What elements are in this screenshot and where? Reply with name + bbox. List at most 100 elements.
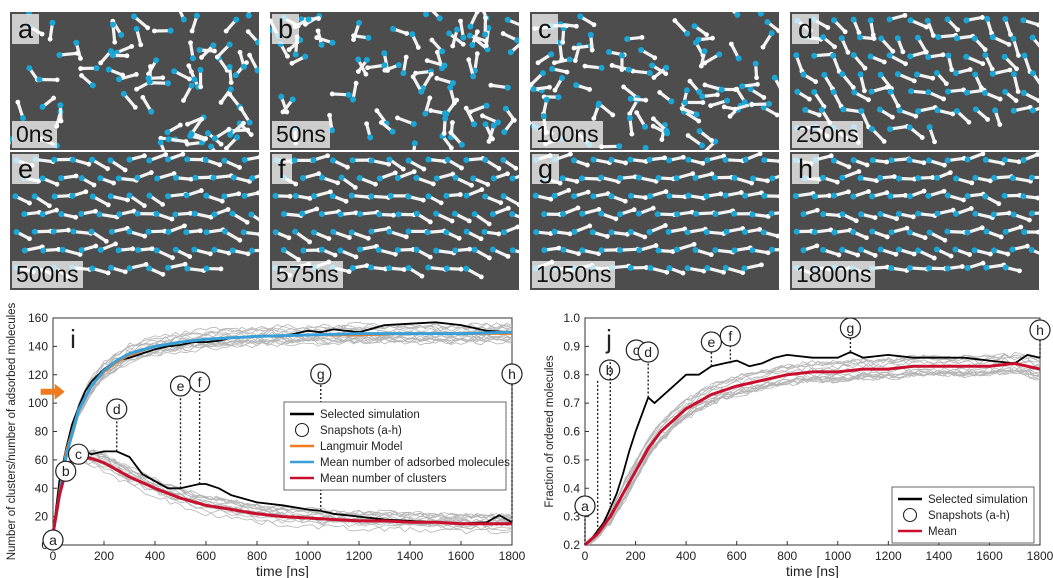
snapshot-time: 250ns <box>792 121 863 148</box>
snapshot-letter: h <box>792 154 820 184</box>
x-tick-label: 800 <box>247 549 267 563</box>
legend-entry: Mean number of adsorbed molecules <box>320 457 510 469</box>
y-tick-label: 20 <box>35 510 49 524</box>
snapshot-panel-d: d 250ns <box>790 12 1039 150</box>
snapshot-panel-b: b 50ns <box>270 12 519 150</box>
y-tick-label: 0.5 <box>563 453 580 467</box>
snapshot-time: 100ns <box>532 121 603 148</box>
y-tick-label: 0.7 <box>563 396 580 410</box>
snapshot-marker <box>67 443 90 465</box>
snapshot-letter: g <box>532 154 560 184</box>
y-tick-label: 160 <box>28 311 48 325</box>
snapshot-time: 1050ns <box>532 261 616 288</box>
snapshot-marker <box>310 363 332 385</box>
snapshot-letter: e <box>12 154 40 184</box>
snapshot-marker <box>1029 319 1051 341</box>
y-tick-label: 0.2 <box>563 538 580 552</box>
x-tick-label: 0 <box>50 549 57 563</box>
snapshot-marker-label: e <box>177 378 185 394</box>
x-tick-label: 1400 <box>397 549 424 563</box>
background-run-line <box>584 353 1041 544</box>
x-tick-label: 1600 <box>448 549 475 563</box>
snapshot-panel-h: h 1800ns <box>790 152 1039 290</box>
y-tick-label: 120 <box>28 368 48 382</box>
x-tick-label: 1200 <box>346 549 373 563</box>
snapshot-marker-label: d <box>113 401 121 417</box>
background-run-line <box>52 451 513 534</box>
snapshot-marker <box>189 371 211 393</box>
x-tick-label: 400 <box>145 549 165 563</box>
y-axis-label: Number of clusters/number of adsorbed mo… <box>6 302 18 560</box>
snapshot-marker-label: a <box>49 532 57 548</box>
snapshot-marker <box>839 317 862 339</box>
molecule-layer <box>793 12 1039 145</box>
y-tick-label: 80 <box>35 425 49 439</box>
y-tick-label: 0.3 <box>563 510 580 524</box>
snapshot-marker-label: h <box>1036 322 1044 338</box>
background-run-line <box>52 325 513 536</box>
x-tick-label: 400 <box>676 549 696 563</box>
x-tick-label: 600 <box>196 549 216 563</box>
snapshot-marker <box>719 325 741 347</box>
y-tick-label: 40 <box>35 481 49 495</box>
y-tick-label: 0.9 <box>563 339 580 353</box>
snapshot-marker-label: d <box>644 344 652 360</box>
snapshot-marker-label: g <box>847 320 855 336</box>
x-axis-label: time [ns] <box>786 563 839 578</box>
legend-entry: Snapshots (a-h) <box>320 425 402 437</box>
molecule-layer <box>10 12 259 150</box>
x-tick-label: 1000 <box>295 549 322 563</box>
snapshot-time: 0ns <box>12 121 58 148</box>
x-axis-label: time [ns] <box>256 563 309 578</box>
background-run-line <box>52 449 513 536</box>
y-tick-label: 0.4 <box>563 481 580 495</box>
series-line-selected-simulation <box>584 351 1041 546</box>
y-tick-label: 60 <box>35 453 49 467</box>
legend-entry: Mean number of clusters <box>320 473 447 485</box>
background-run-line <box>52 322 513 537</box>
background-run-line <box>52 324 513 532</box>
snapshot-marker-label: b <box>62 463 70 479</box>
legend-box <box>283 401 507 491</box>
molecule-layer <box>270 12 519 150</box>
background-run-line <box>52 458 513 536</box>
series-line-selected-simulation <box>52 321 513 534</box>
legend-entry: Langmuir Model <box>320 441 402 453</box>
legend-entry: Selected simulation <box>320 409 420 421</box>
y-tick-label: 0.8 <box>563 368 580 382</box>
y-axis-label: Fraction of ordered molecules <box>544 355 556 507</box>
y-tick-label: 100 <box>28 396 48 410</box>
snapshot-marker-label: c <box>75 446 82 462</box>
chart-i: 0200400600800100012001400160018000204060… <box>6 302 526 578</box>
snapshot-marker <box>637 341 659 363</box>
x-tick-label: 200 <box>94 549 114 563</box>
snapshot-panel-c: c 100ns <box>530 12 779 150</box>
panel-label: i <box>70 324 76 354</box>
arrow-icon <box>40 383 65 400</box>
snapshot-time: 575ns <box>272 261 343 288</box>
legend-entry: Selected simulation <box>928 494 1028 506</box>
x-tick-label: 1000 <box>824 549 851 563</box>
snapshot-marker-label: f <box>198 374 202 390</box>
molecule-layer <box>792 152 1039 278</box>
x-tick-label: 1800 <box>1027 549 1053 563</box>
snapshot-panel-f: f 575ns <box>270 152 519 290</box>
legend-marker <box>902 507 918 523</box>
x-tick-label: 800 <box>777 549 797 563</box>
snapshot-marker-label: a <box>581 498 589 514</box>
snapshot-marker-label: h <box>508 366 516 382</box>
snapshot-marker <box>700 331 722 353</box>
snapshot-time: 500ns <box>12 261 83 288</box>
series-line-mean <box>583 361 1041 547</box>
snapshot-marker <box>501 363 523 385</box>
charts-area: 0 200 400 600 800 1000 1200 1400 1600 1800 0 20 40 60… <box>6 302 1053 578</box>
panel-label: j <box>605 324 612 354</box>
background-run-line <box>52 450 513 535</box>
x-tick-label: 600 <box>727 549 747 563</box>
y-tick-label: 0.6 <box>563 425 580 439</box>
x-tick-label: 0 <box>582 549 589 563</box>
x-tick-label: 200 <box>626 549 646 563</box>
snapshot-time: 1800ns <box>792 261 876 288</box>
snapshot-marker <box>42 529 64 551</box>
snapshot-marker <box>55 460 77 482</box>
